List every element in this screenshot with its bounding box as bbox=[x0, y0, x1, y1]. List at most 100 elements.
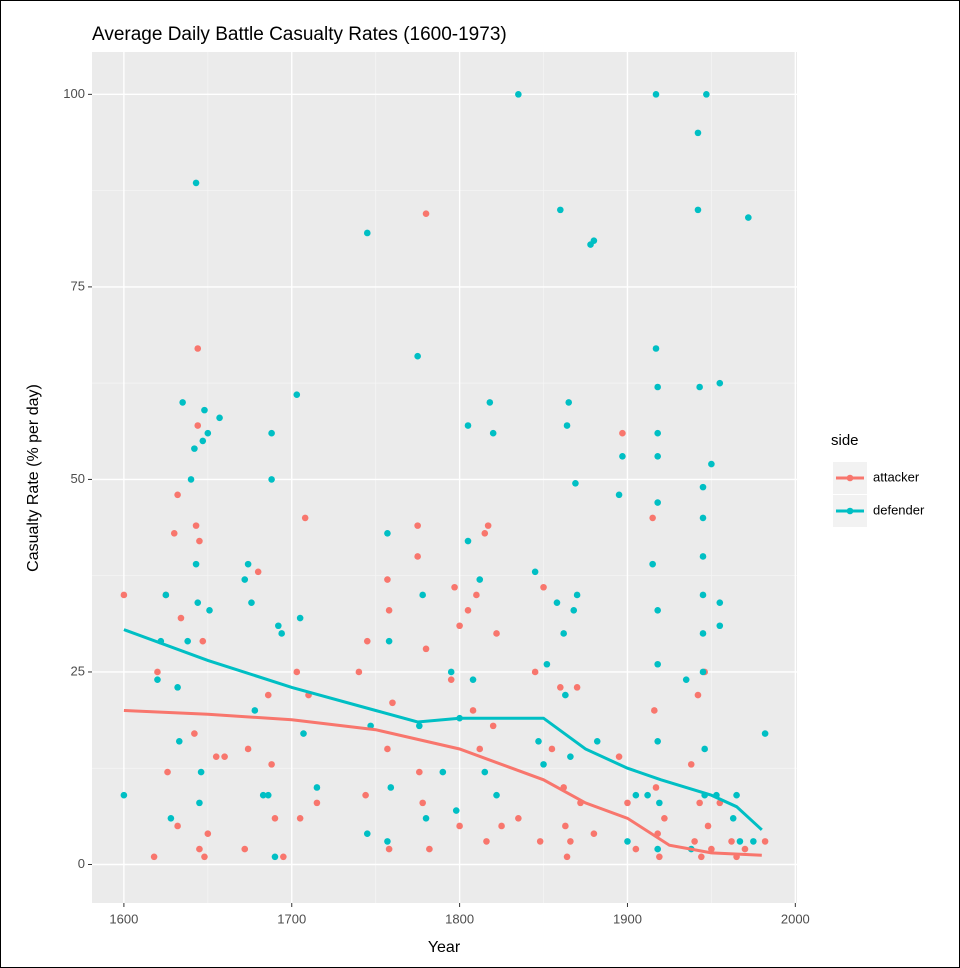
point bbox=[199, 437, 207, 445]
point bbox=[362, 791, 369, 799]
point bbox=[426, 845, 433, 853]
chart-title: Average Daily Battle Casualty Rates (160… bbox=[92, 24, 507, 45]
point bbox=[194, 422, 202, 429]
point bbox=[654, 845, 661, 853]
point bbox=[414, 553, 421, 560]
point bbox=[201, 853, 208, 861]
point bbox=[741, 845, 749, 853]
point bbox=[654, 429, 661, 437]
point bbox=[384, 838, 391, 845]
point bbox=[654, 660, 661, 668]
y-tick-label: 50 bbox=[71, 471, 85, 486]
point bbox=[704, 822, 712, 830]
smooth-line bbox=[123, 709, 762, 857]
point bbox=[419, 799, 426, 807]
point bbox=[300, 730, 307, 737]
point bbox=[682, 676, 690, 683]
point bbox=[296, 814, 304, 822]
point bbox=[184, 637, 191, 645]
legend-dot bbox=[846, 474, 854, 482]
point bbox=[696, 799, 703, 807]
point bbox=[696, 383, 703, 391]
point bbox=[150, 853, 158, 861]
point bbox=[244, 560, 252, 568]
point bbox=[652, 784, 660, 791]
point bbox=[167, 814, 175, 822]
point bbox=[251, 707, 259, 714]
point bbox=[264, 691, 272, 699]
point bbox=[654, 499, 661, 506]
x-tick-label: 2000 bbox=[781, 911, 810, 926]
point bbox=[476, 576, 484, 583]
point bbox=[254, 568, 262, 576]
point bbox=[562, 822, 569, 830]
y-tick-label: 75 bbox=[71, 278, 85, 293]
point bbox=[194, 599, 202, 606]
point bbox=[194, 345, 202, 352]
point bbox=[745, 214, 752, 221]
point bbox=[557, 206, 564, 214]
point bbox=[486, 399, 494, 406]
point bbox=[656, 853, 663, 861]
point bbox=[536, 838, 544, 845]
point bbox=[447, 668, 455, 676]
point bbox=[389, 699, 396, 707]
point bbox=[384, 530, 391, 537]
legend-label: defender bbox=[873, 502, 925, 517]
point bbox=[197, 768, 205, 776]
point bbox=[280, 853, 287, 861]
point bbox=[687, 761, 695, 768]
point bbox=[422, 814, 430, 822]
point bbox=[192, 560, 200, 568]
point bbox=[729, 814, 737, 822]
point bbox=[489, 429, 497, 437]
point bbox=[562, 691, 569, 699]
point bbox=[694, 129, 702, 137]
point bbox=[652, 91, 660, 98]
point bbox=[493, 791, 500, 799]
point bbox=[385, 637, 393, 645]
point bbox=[216, 414, 223, 422]
point bbox=[464, 422, 472, 429]
point bbox=[573, 684, 581, 691]
point bbox=[268, 429, 275, 437]
point bbox=[484, 522, 492, 529]
point bbox=[652, 345, 660, 352]
point bbox=[531, 668, 539, 676]
marks bbox=[120, 91, 769, 861]
point bbox=[241, 576, 249, 583]
point bbox=[174, 491, 181, 499]
point bbox=[699, 553, 707, 560]
point bbox=[187, 476, 195, 483]
point bbox=[708, 845, 715, 853]
point bbox=[733, 791, 740, 799]
point bbox=[572, 479, 579, 487]
point bbox=[221, 753, 228, 760]
point bbox=[716, 622, 724, 630]
point bbox=[212, 753, 220, 760]
point bbox=[654, 453, 661, 460]
point bbox=[174, 684, 181, 691]
point bbox=[451, 583, 458, 591]
point bbox=[649, 560, 656, 568]
point bbox=[363, 830, 371, 837]
point bbox=[543, 660, 551, 668]
point bbox=[175, 737, 183, 745]
point bbox=[699, 483, 707, 491]
point bbox=[515, 814, 522, 822]
point bbox=[196, 537, 203, 545]
point bbox=[761, 838, 769, 845]
point bbox=[619, 429, 626, 437]
point bbox=[447, 676, 455, 683]
point bbox=[498, 822, 505, 830]
point bbox=[619, 453, 626, 460]
point bbox=[694, 206, 702, 214]
point bbox=[570, 607, 578, 614]
point bbox=[191, 730, 198, 737]
point bbox=[728, 838, 735, 845]
point bbox=[259, 791, 267, 799]
y-tick-label: 100 bbox=[63, 86, 85, 101]
point bbox=[654, 737, 661, 745]
point bbox=[656, 799, 663, 807]
point bbox=[573, 591, 581, 599]
